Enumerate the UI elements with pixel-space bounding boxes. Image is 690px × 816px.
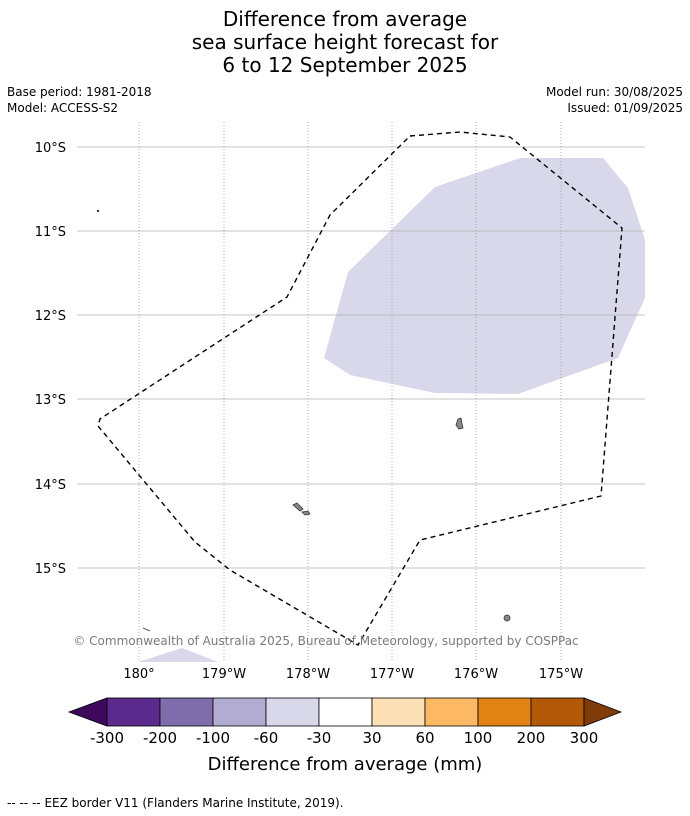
meta-right: Model run: 30/08/2025 Issued: 01/09/2025 xyxy=(546,84,683,116)
title-line-3: 6 to 12 September 2025 xyxy=(222,53,468,77)
island-west-1 xyxy=(292,502,304,512)
model-run-text: Model run: 30/08/2025 xyxy=(545,85,683,99)
base-period-text: Base period: 1981-2018 xyxy=(7,85,152,99)
eez-border xyxy=(97,131,623,646)
lat-label: 14°S xyxy=(35,478,66,493)
colorbar-tick-label: 30 xyxy=(362,729,381,747)
title-line-2: sea surface height forecast for xyxy=(191,30,499,54)
colorbar-tick-label: -100 xyxy=(196,729,230,747)
islet-southwest xyxy=(142,627,151,632)
colorbar-tick-label: 200 xyxy=(517,729,546,747)
anomaly-region-south xyxy=(138,648,218,662)
colorbar-bin xyxy=(424,697,479,727)
lon-label: 177°W xyxy=(370,667,414,682)
colorbar-tick-label: -200 xyxy=(143,729,177,747)
title-line-1: Difference from average xyxy=(222,7,468,31)
colorbar-tick-label: -30 xyxy=(307,729,332,747)
colorbar-tick-label: -60 xyxy=(254,729,279,747)
islands xyxy=(96,209,511,632)
lon-label: 176°W xyxy=(454,667,498,682)
colorbar-bin xyxy=(318,697,373,727)
lat-label: 10°S xyxy=(35,141,66,156)
colorbar-bin xyxy=(477,697,532,727)
lat-label: 12°S xyxy=(35,309,66,324)
colorbar-bin xyxy=(106,697,161,727)
chart-title: Difference from average sea surface heig… xyxy=(0,8,690,77)
colorbar xyxy=(67,697,623,727)
colorbar-label: Difference from average (mm) xyxy=(208,754,483,775)
colorbar-bin xyxy=(265,697,320,727)
eez-legend-text: EEZ border V11 (Flanders Marine Institut… xyxy=(44,796,344,810)
footer-legend: -- -- -- EEZ border V11 (Flanders Marine… xyxy=(7,796,344,810)
latitude-gridlines xyxy=(77,146,645,569)
islet-northwest xyxy=(96,209,100,213)
copyright-text: © Commonwealth of Australia 2025, Bureau… xyxy=(73,634,578,648)
lon-label: 180° xyxy=(123,667,154,682)
model-text: Model: ACCESS-S2 xyxy=(7,101,119,115)
colorbar-tick-label: 60 xyxy=(415,729,434,747)
colorbar-bin xyxy=(371,697,426,727)
colorbar-bin xyxy=(212,697,267,727)
lat-label: 11°S xyxy=(35,225,66,240)
colorbar-bin xyxy=(159,697,214,727)
colorbar-extend-low xyxy=(67,697,108,727)
colorbar-ticks: -300 -200 -100 -60 -30 30 60 100 200 300 xyxy=(90,729,598,747)
lat-label: 13°S xyxy=(35,393,66,408)
island-west-2 xyxy=(301,510,311,516)
lat-labels: 10°S 11°S 12°S 13°S 14°S 15°S xyxy=(35,141,66,577)
colorbar-tick-label: -300 xyxy=(90,729,124,747)
lon-labels: 180° 179°W 178°W 177°W 176°W 175°W xyxy=(123,667,583,682)
colorbar-tick-label: 300 xyxy=(570,729,599,747)
meta-left: Base period: 1981-2018 Model: ACCESS-S2 xyxy=(7,84,152,116)
colorbar-tick-label: 100 xyxy=(464,729,493,747)
island-east xyxy=(455,417,464,430)
issued-text: Issued: 01/09/2025 xyxy=(567,101,683,115)
lat-label: 15°S xyxy=(35,562,66,577)
eez-legend-symbol: -- -- -- xyxy=(7,796,41,810)
lon-label: 179°W xyxy=(202,667,246,682)
lon-label: 178°W xyxy=(286,667,330,682)
colorbar-bin xyxy=(530,697,585,727)
anomaly-region-main xyxy=(324,158,645,394)
island-southeast xyxy=(503,614,511,622)
lon-label: 175°W xyxy=(539,667,583,682)
colorbar-extend-high xyxy=(583,697,623,727)
